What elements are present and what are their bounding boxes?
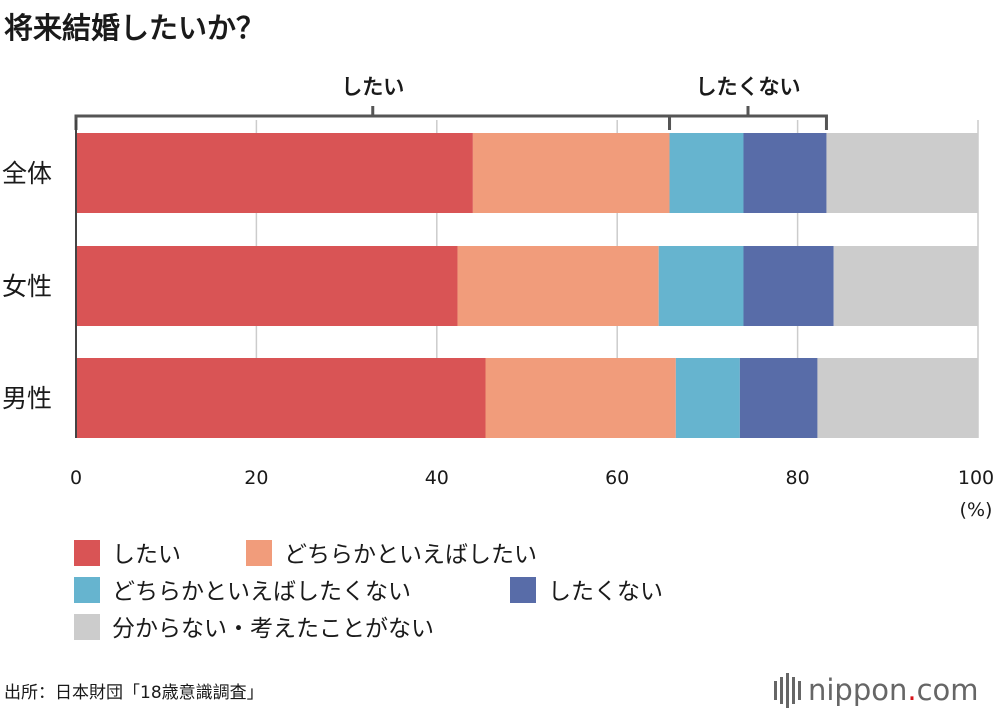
logo-com: com	[917, 673, 979, 707]
chart-title: 将来結婚したいか？	[4, 11, 265, 45]
legend-label-1: どちらかといえばしたい	[284, 542, 537, 568]
legend-swatch-2	[74, 577, 100, 603]
bar-0-1	[472, 133, 670, 213]
group-brackets: したい したくない	[74, 75, 828, 130]
legend-label-3: したくない	[548, 579, 663, 605]
legend-swatch-4	[74, 614, 100, 640]
source-note: 出所：日本財団「18歳意識調査」	[4, 683, 264, 703]
legend-label-4: 分からない・考えたことがない	[112, 616, 434, 642]
legend-swatch-1	[246, 540, 272, 566]
bar-1-1	[457, 246, 659, 326]
x-unit-label: (%)	[960, 499, 993, 521]
legend-label-2: どちらかといえばしたくない	[112, 579, 411, 605]
bar-0-2	[669, 133, 744, 213]
tick-label-3: 60	[605, 467, 629, 489]
bars	[76, 133, 978, 438]
legend-swatch-0	[74, 540, 100, 566]
category-label-0: 全体	[2, 159, 52, 188]
tick-label-5: 100	[958, 467, 994, 489]
bar-1-0	[76, 246, 458, 326]
svg-text:nippon.com: nippon.com	[808, 673, 979, 707]
bar-0-4	[826, 133, 978, 213]
bracket-line-1	[668, 114, 828, 130]
bar-2-2	[675, 358, 740, 438]
nippon-logo-icon	[774, 673, 801, 708]
legend-swatch-3	[510, 577, 536, 603]
nippon-logo: nippon.com	[774, 673, 979, 708]
bar-0-0	[76, 133, 473, 213]
bar-1-4	[833, 246, 978, 326]
category-label-1: 女性	[2, 272, 52, 301]
bracket-label-1: したくない	[695, 75, 800, 99]
bar-1-3	[743, 246, 834, 326]
x-axis: 0 20 40 60 80 100 (%)	[70, 120, 994, 521]
bar-2-0	[76, 358, 486, 438]
logo-nippon: nippon	[808, 673, 907, 707]
bracket-label-0: したい	[341, 75, 404, 99]
bar-2-1	[485, 358, 676, 438]
bracket-line-0	[74, 114, 672, 130]
tick-label-0: 0	[70, 467, 82, 489]
tick-label-1: 20	[244, 467, 268, 489]
logo-dot: .	[907, 673, 916, 707]
tick-label-4: 80	[786, 467, 810, 489]
bar-1-2	[658, 246, 744, 326]
bar-2-4	[817, 358, 978, 438]
bar-0-3	[743, 133, 827, 213]
legend-label-0: したい	[112, 542, 181, 568]
tick-label-2: 40	[425, 467, 449, 489]
category-label-2: 男性	[2, 384, 52, 413]
bar-2-3	[739, 358, 818, 438]
